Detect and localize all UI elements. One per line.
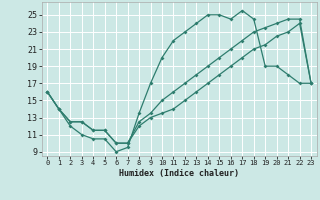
X-axis label: Humidex (Indice chaleur): Humidex (Indice chaleur) (119, 169, 239, 178)
